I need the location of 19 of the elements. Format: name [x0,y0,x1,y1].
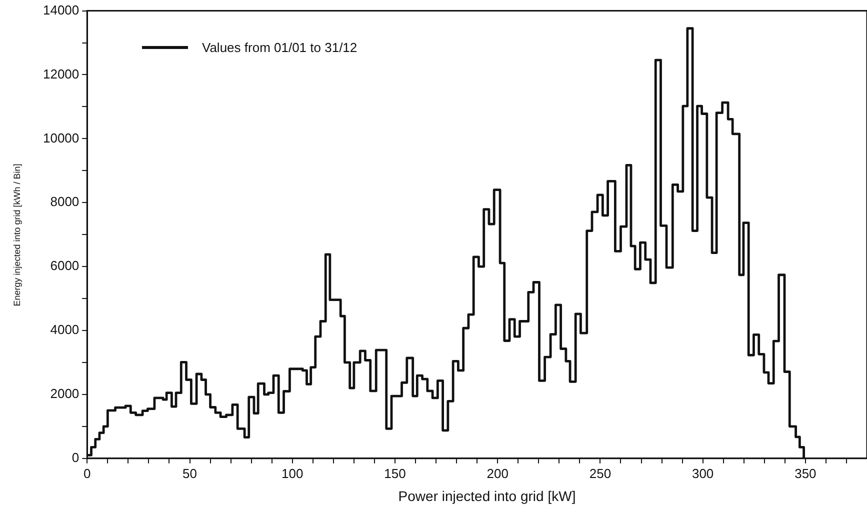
legend-label: Values from 01/01 to 31/12 [202,40,358,55]
x-tick-label: 100 [282,466,304,481]
x-axis-title: Power injected into grid [kW] [397,488,577,504]
x-tick-label: 200 [486,466,508,481]
y-tick-label: 4000 [50,322,80,338]
y-tick-label: 10000 [42,130,80,146]
y-axis-title: Energy injected into grid [kWh / Bin] [12,162,22,308]
x-tick-label: 350 [794,466,816,481]
y-tick-label: 2000 [50,386,80,402]
x-tick-label: 300 [692,466,714,481]
y-tick-label: 8000 [50,194,80,210]
y-tick-label: 14000 [42,2,80,18]
y-tick-label: 12000 [42,66,80,82]
y-tick-label: 0 [72,450,80,465]
x-tick-label: 50 [182,466,197,481]
x-tick-label: 0 [84,466,91,481]
x-tick-label: 250 [589,466,612,481]
y-tick-label: 6000 [50,258,80,274]
x-tick-label: 150 [384,466,406,481]
